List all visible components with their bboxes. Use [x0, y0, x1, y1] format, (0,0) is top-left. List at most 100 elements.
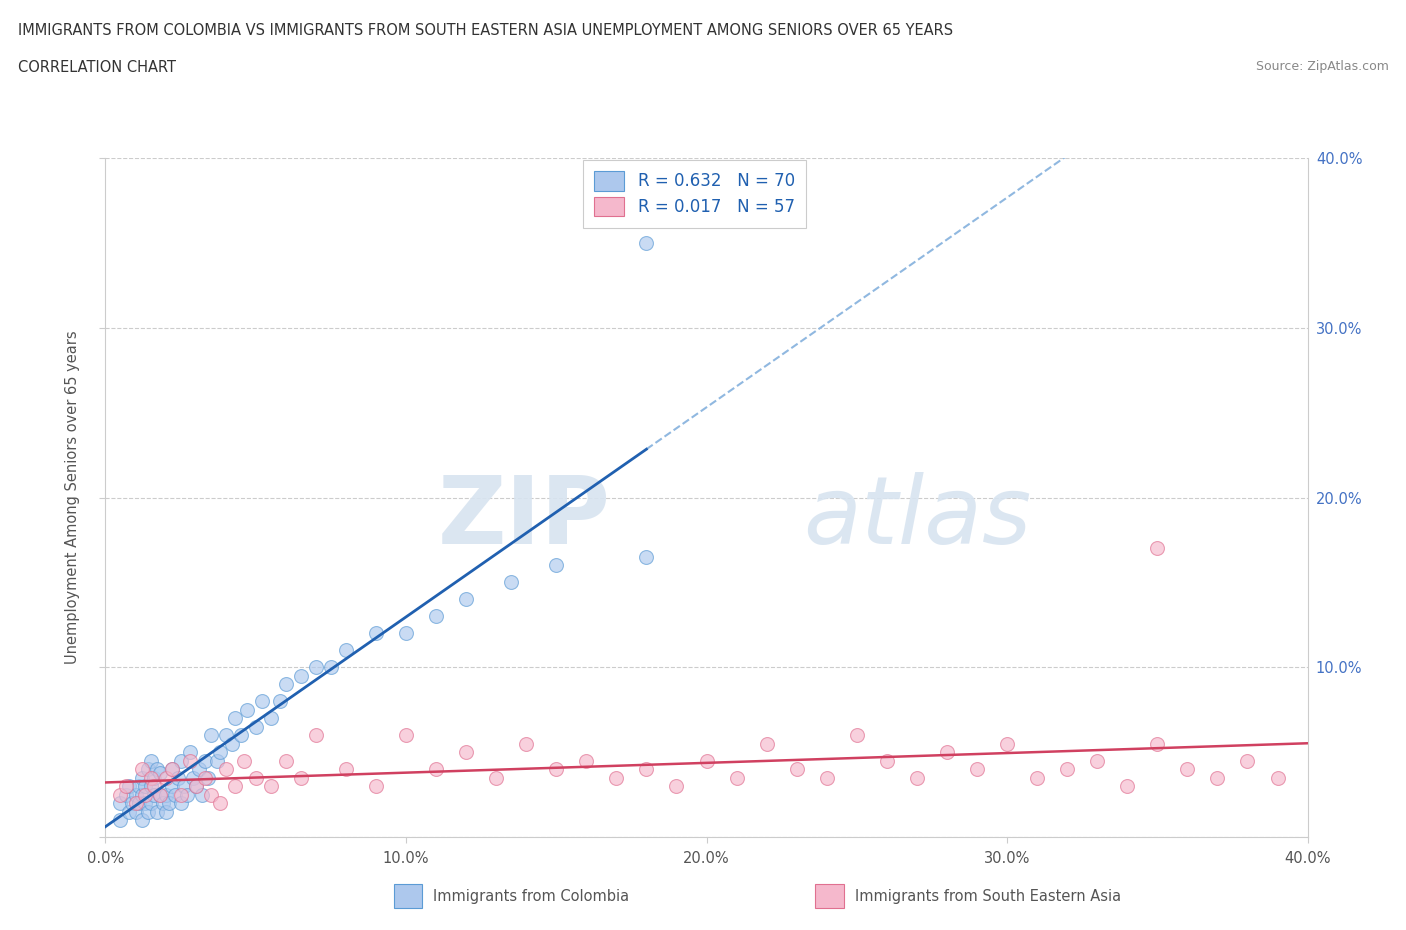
Point [546, 558, 568, 573]
Point [142, 770, 165, 785]
Point [155, 804, 177, 819]
Point [245, 719, 267, 734]
Point [876, 753, 898, 768]
Point [118, 804, 141, 819]
Point [232, 753, 254, 768]
Point [425, 609, 447, 624]
Point [696, 753, 718, 768]
Point [305, 727, 328, 742]
Point [110, 813, 132, 828]
Point [176, 787, 198, 802]
Text: ZIP: ZIP [437, 472, 610, 564]
Point [274, 677, 297, 692]
Point [139, 778, 162, 793]
Point [229, 727, 252, 742]
Text: atlas: atlas [803, 472, 1031, 564]
Point [815, 770, 838, 785]
Point [200, 727, 222, 742]
Point [364, 626, 387, 641]
Point [208, 796, 231, 811]
Point [124, 796, 146, 811]
Point [335, 762, 357, 777]
Point [636, 762, 658, 777]
Point [224, 778, 246, 793]
Point [131, 787, 153, 802]
Point [305, 660, 328, 675]
Point [1175, 762, 1198, 777]
Point [200, 787, 222, 802]
Point [155, 770, 177, 785]
Point [250, 694, 273, 709]
Point [148, 787, 170, 802]
Point [425, 762, 447, 777]
Point [139, 753, 162, 768]
Point [290, 770, 312, 785]
Point [110, 787, 132, 802]
Text: IMMIGRANTS FROM COLOMBIA VS IMMIGRANTS FROM SOUTH EASTERN ASIA UNEMPLOYMENT AMON: IMMIGRANTS FROM COLOMBIA VS IMMIGRANTS F… [18, 23, 953, 38]
Point [134, 778, 156, 793]
Point [515, 737, 537, 751]
Point [319, 660, 342, 675]
Point [214, 762, 236, 777]
Text: Source: ZipAtlas.com: Source: ZipAtlas.com [1256, 60, 1389, 73]
Point [1056, 762, 1078, 777]
Point [139, 770, 162, 785]
Point [134, 787, 156, 802]
Point [1206, 770, 1229, 785]
Point [1146, 737, 1168, 751]
Point [966, 762, 988, 777]
Legend: R = 0.632   N = 70, R = 0.017   N = 57: R = 0.632 N = 70, R = 0.017 N = 57 [582, 160, 807, 228]
Point [139, 796, 162, 811]
Point [190, 787, 212, 802]
Point [290, 669, 312, 684]
Point [115, 778, 138, 793]
Point [1146, 541, 1168, 556]
Point [395, 626, 418, 641]
Point [187, 762, 209, 777]
Point [454, 745, 477, 760]
Point [110, 796, 132, 811]
Point [197, 770, 219, 785]
Point [181, 770, 204, 785]
Point [221, 737, 243, 751]
Point [169, 753, 191, 768]
Point [194, 753, 217, 768]
Point [1116, 778, 1139, 793]
Point [169, 796, 191, 811]
Point [124, 804, 146, 819]
Point [454, 592, 477, 607]
Point [136, 762, 159, 777]
Point [335, 643, 357, 658]
Point [260, 711, 283, 725]
Point [274, 753, 297, 768]
Point [179, 745, 201, 760]
Text: CORRELATION CHART: CORRELATION CHART [18, 60, 176, 75]
Point [121, 796, 143, 811]
Point [128, 778, 150, 793]
Text: Immigrants from Colombia: Immigrants from Colombia [433, 889, 628, 904]
Point [845, 727, 868, 742]
Point [136, 804, 159, 819]
Point [155, 787, 177, 802]
Point [936, 745, 959, 760]
Point [152, 796, 174, 811]
Point [665, 778, 688, 793]
Point [179, 753, 201, 768]
Point [208, 745, 231, 760]
Point [160, 762, 183, 777]
Point [173, 778, 195, 793]
Point [184, 778, 207, 793]
Point [145, 804, 167, 819]
Point [995, 737, 1018, 751]
Point [636, 235, 658, 250]
Point [160, 778, 183, 793]
Point [905, 770, 928, 785]
Point [194, 770, 217, 785]
Point [169, 787, 191, 802]
Point [205, 753, 228, 768]
Point [575, 753, 598, 768]
Point [1267, 770, 1289, 785]
Point [142, 778, 165, 793]
Point [131, 813, 153, 828]
Point [1236, 753, 1258, 768]
